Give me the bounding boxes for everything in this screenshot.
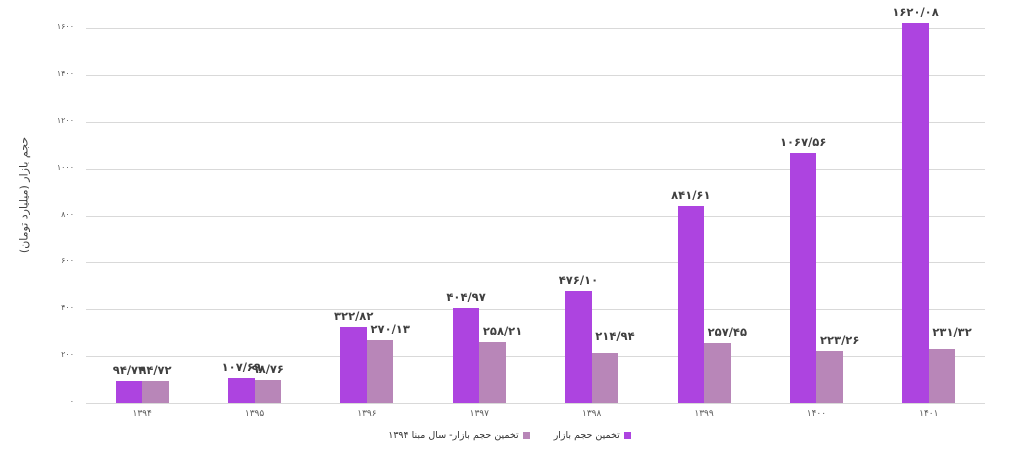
data-label: ۱۰۶۷/۵۶	[780, 134, 827, 149]
data-label: ۲۱۴/۹۴	[595, 328, 635, 343]
gridline	[86, 121, 985, 123]
y-axis-title: حجم بازار (میلیارد تومان)	[14, 0, 34, 460]
data-label: ۲۲۳/۲۶	[820, 332, 860, 347]
y-tick-label: ۱۴۰۰	[56, 68, 74, 78]
gridline	[86, 356, 985, 358]
bar-market-size-base-year	[366, 339, 394, 403]
legend-item-market-size: تخمین حجم بازار	[554, 430, 631, 441]
bar-market-size-base-year	[479, 342, 506, 403]
bar-market-size-base-year	[816, 350, 843, 403]
y-axis-title-text: حجم بازار (میلیارد تومان)	[17, 136, 31, 254]
bar-market-size	[228, 377, 255, 403]
x-tick-label: ۱۳۹۴	[132, 409, 152, 419]
legend-item-market-size-base-year: تخمین حجم بازار- سال مبنا ۱۳۹۴	[388, 430, 530, 441]
bar-market-size	[340, 327, 367, 403]
y-tick-label: ۱۰۰۰	[56, 162, 74, 172]
data-label: ۲۳۱/۳۲	[932, 324, 972, 339]
data-label: ۱۰۷/۶۹	[221, 359, 261, 374]
x-tick-label: ۱۳۹۷	[469, 409, 489, 419]
legend-label-market-size-base-year: تخمین حجم بازار- سال مبنا ۱۳۹۴	[388, 430, 519, 441]
legend-swatch-market-size-base-year	[522, 432, 530, 439]
bar-market-size	[789, 152, 817, 403]
data-label: ۲۷۰/۱۳	[370, 321, 410, 336]
bar-market-size-base-year	[591, 352, 619, 403]
gridline	[86, 215, 985, 217]
gridline	[86, 403, 985, 404]
bar-market-size	[902, 23, 929, 403]
bar-market-size	[115, 380, 143, 403]
data-label: ۴۰۴/۹۷	[446, 290, 486, 305]
bar-market-size	[565, 291, 592, 403]
x-tick-label: ۱۳۹۹	[694, 409, 714, 419]
y-tick-label: ۱۶۰۰	[56, 22, 74, 31]
data-label: ۲۵۸/۲۱	[482, 324, 523, 339]
gridline	[86, 168, 985, 170]
data-label: ۹۴/۷۲	[139, 362, 172, 377]
data-label: ۸۴۱/۶۱	[671, 187, 711, 202]
y-tick-label: ۶۰۰	[61, 256, 74, 266]
data-label: ۴۷۶/۱۰	[558, 273, 599, 288]
y-tick-label: ۴۰۰	[61, 303, 74, 313]
legend-label-market-size: تخمین حجم بازار	[553, 430, 620, 441]
x-tick-label: ۱۳۹۸	[582, 409, 602, 419]
legend: تخمین حجم بازار تخمین حجم بازار- سال مبن…	[0, 430, 1019, 441]
bar-market-size	[452, 308, 480, 403]
data-label: ۹۴/۷۲	[112, 362, 146, 377]
data-label: ۳۲۲/۸۲	[334, 309, 374, 324]
y-tick-label: ۱۲۰۰	[56, 115, 74, 125]
legend-swatch-market-size	[623, 432, 631, 439]
bar-market-size-base-year	[928, 348, 956, 403]
bar-market-size-base-year	[704, 342, 731, 403]
bar-market-size-base-year	[254, 379, 282, 403]
gridline	[86, 74, 985, 76]
gridline	[86, 309, 985, 311]
y-tick-label: ۲۰۰	[61, 350, 74, 360]
gridline	[86, 28, 985, 29]
x-tick-label: ۱۳۹۶	[357, 409, 377, 419]
y-tick-label: ۰	[69, 397, 74, 406]
y-tick-label: ۸۰۰	[61, 209, 74, 219]
data-label: ۲۵۷/۴۵	[707, 324, 747, 339]
data-label: ۹۸/۷۶	[251, 361, 284, 376]
gridline	[86, 262, 985, 264]
bar-market-size	[677, 205, 705, 403]
x-tick-label: ۱۴۰۰	[806, 409, 827, 419]
data-label: ۱۶۲۰/۰۸	[892, 5, 939, 20]
x-tick-label: ۱۴۰۱	[919, 409, 939, 419]
x-tick-label: ۱۳۹۵	[244, 409, 265, 419]
bar-market-size-base-year	[142, 380, 169, 403]
